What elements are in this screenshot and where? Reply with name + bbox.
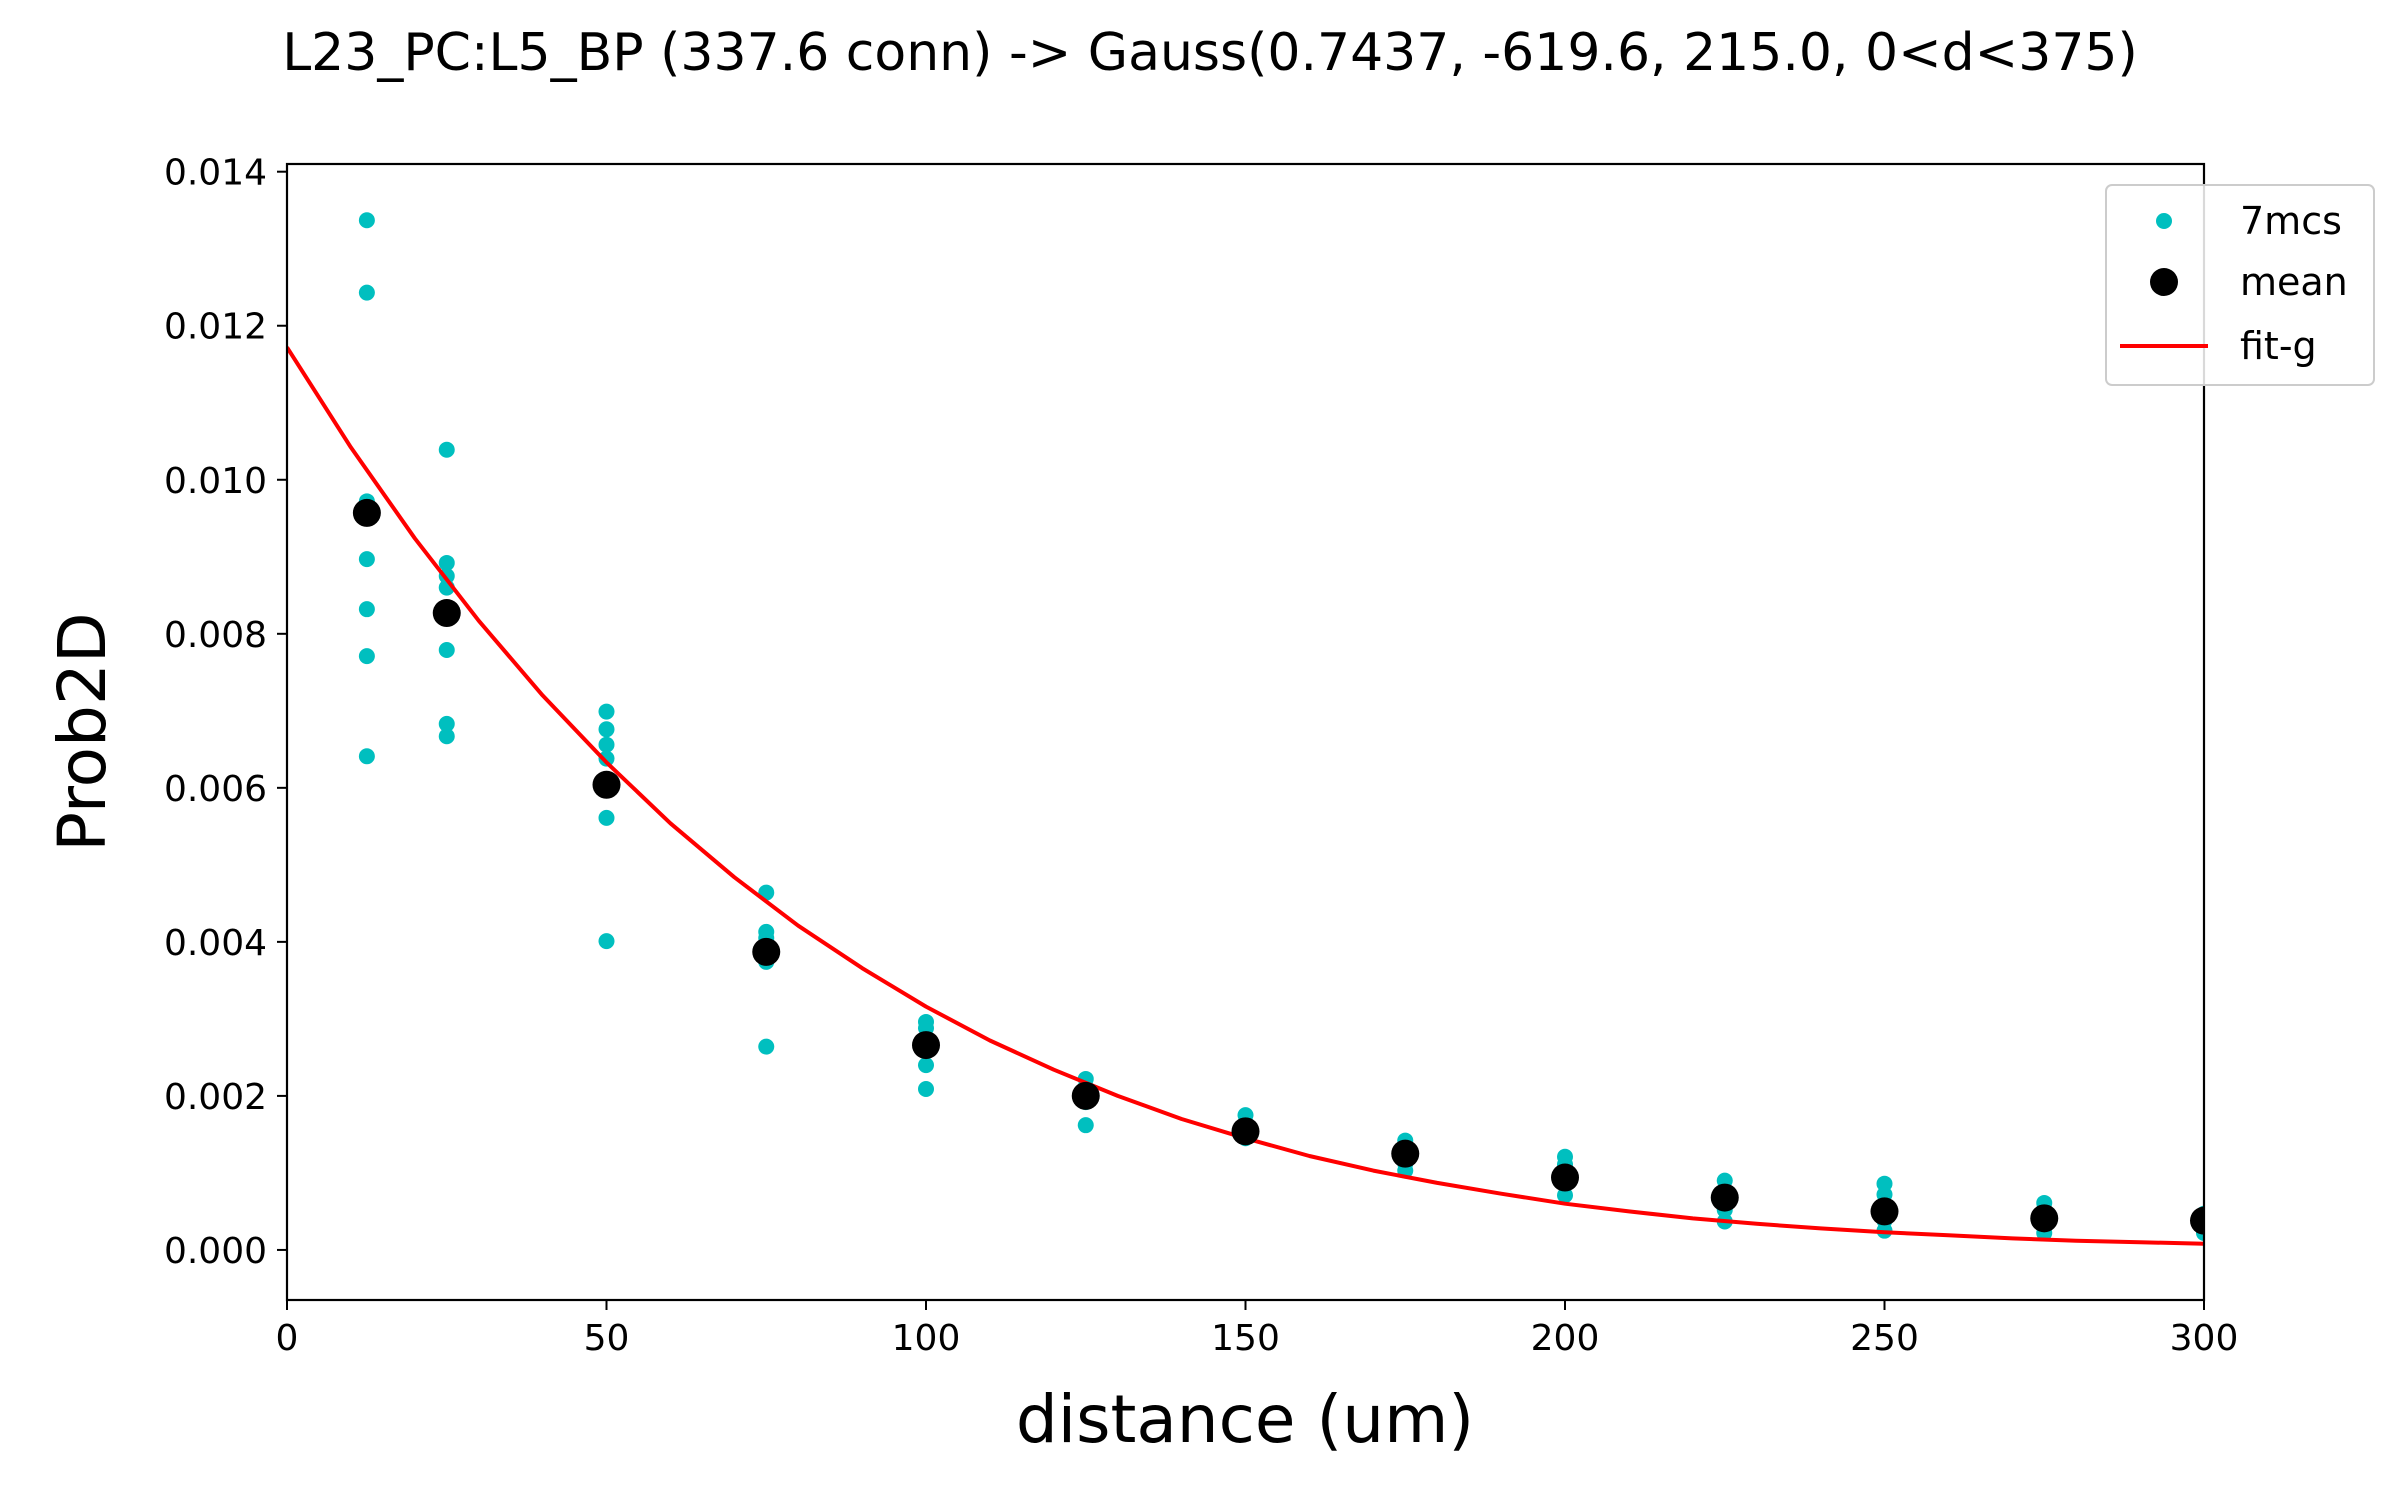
chart-title: L23_PC:L5_BP (337.6 conn) -> Gauss(0.743…	[282, 23, 2138, 83]
legend-label-fit-g: fit-g	[2240, 324, 2317, 368]
mcs-point	[358, 284, 375, 301]
mean-point	[2190, 1206, 2204, 1235]
mcs-point	[358, 648, 375, 665]
series-layer	[287, 212, 2204, 1246]
mean-point	[1231, 1117, 1260, 1146]
y-tick-label: 0.012	[164, 307, 267, 348]
mcs-point	[438, 641, 455, 658]
legend: 7mcs mean fit-g	[2105, 184, 2375, 386]
x-tick-label: 100	[892, 1318, 961, 1359]
y-tick-label: 0.002	[164, 1077, 267, 1118]
legend-box	[2105, 184, 2375, 386]
mcs-point	[598, 750, 615, 767]
plot-frame	[285, 162, 2206, 1302]
legend-marker-mean	[2150, 268, 2178, 296]
mcs-point	[438, 728, 455, 745]
y-tick-label: 0.014	[164, 153, 267, 194]
mcs-point	[358, 551, 375, 568]
y-tick-label: 0.006	[164, 769, 267, 810]
x-tick-label: 300	[2170, 1318, 2239, 1359]
legend-label-7mcs: 7mcs	[2240, 199, 2342, 243]
mean-point	[432, 599, 461, 628]
mcs-point	[438, 554, 455, 571]
mcs-point	[758, 1038, 775, 1055]
y-tick-label: 0.008	[164, 615, 267, 656]
y-axis: 0.000 0.002 0.004 0.006 0.008 0.010 0.012 0.014	[164, 153, 287, 1272]
mean-point	[1551, 1163, 1579, 1192]
mean-point	[1710, 1183, 1739, 1212]
x-tick-label: 200	[1531, 1318, 1600, 1359]
mcs-point	[598, 703, 615, 720]
mcs-point	[918, 1080, 934, 1097]
mcs-point	[358, 748, 375, 765]
mcs-point	[1077, 1117, 1094, 1134]
mcs-point	[358, 601, 375, 618]
mean-point	[912, 1031, 940, 1060]
mean-point	[352, 498, 381, 527]
y-tick-label: 0.010	[164, 461, 267, 502]
mcs-point	[598, 736, 615, 753]
legend-label-mean: mean	[2240, 260, 2348, 304]
mean-point	[752, 937, 781, 966]
y-axis-title: Prob2D	[44, 612, 121, 851]
y-tick-label: 0.004	[164, 923, 267, 964]
mean-point	[1071, 1081, 1100, 1110]
mcs-point	[358, 212, 375, 229]
mean-point	[1391, 1139, 1420, 1168]
mcs-point	[438, 441, 455, 458]
mean-point	[592, 770, 621, 799]
x-tick-label: 150	[1211, 1318, 1280, 1359]
x-axis: 0 50 100 150 200 250 300	[276, 1300, 2239, 1359]
mean-point	[2030, 1204, 2059, 1233]
mcs-point	[598, 809, 615, 826]
mcs-point	[598, 933, 615, 950]
mcs-point	[1557, 1187, 1573, 1204]
mcs-point	[918, 1057, 934, 1074]
x-axis-title: distance (um)	[1016, 1381, 1474, 1458]
x-tick-label: 0	[276, 1318, 299, 1359]
x-tick-label: 50	[584, 1318, 630, 1359]
x-tick-label: 250	[1850, 1318, 1919, 1359]
legend-marker-7mcs	[2156, 213, 2172, 229]
mcs-point	[598, 721, 615, 738]
y-tick-label: 0.000	[164, 1231, 267, 1272]
mcs-point	[438, 715, 455, 732]
mean-point	[1870, 1197, 1899, 1226]
